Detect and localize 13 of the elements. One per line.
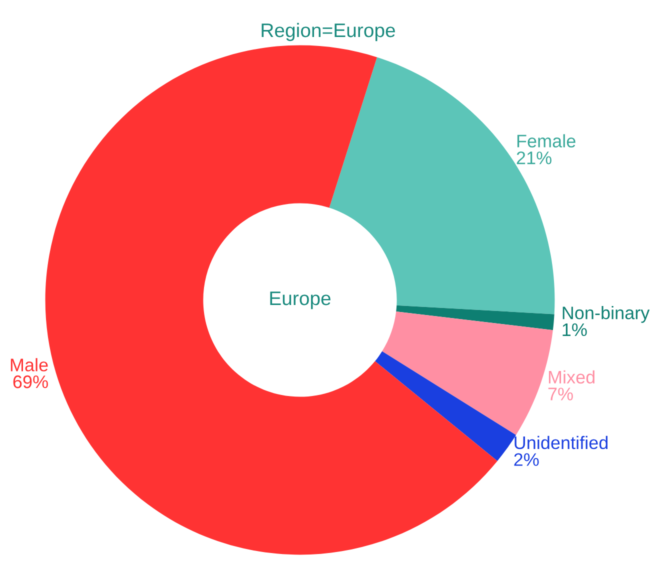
slice-label: Unidentified: [514, 436, 608, 450]
slice-label: Non-binary: [562, 306, 650, 323]
data-label: 1%: [562, 323, 587, 336]
data-label: 21%: [516, 152, 552, 164]
data-label: 7%: [548, 388, 573, 400]
text: Europe: [270, 292, 330, 310]
slice-label: Male: [10, 358, 48, 372]
donut-slice: [396, 305, 554, 330]
chart-title: Region=Europe: [262, 22, 395, 42]
data-label: 69%: [13, 375, 48, 388]
slice-label: Female: [517, 134, 576, 148]
slice-label: Mixed: [548, 370, 594, 384]
data-label: 2%: [514, 453, 539, 466]
